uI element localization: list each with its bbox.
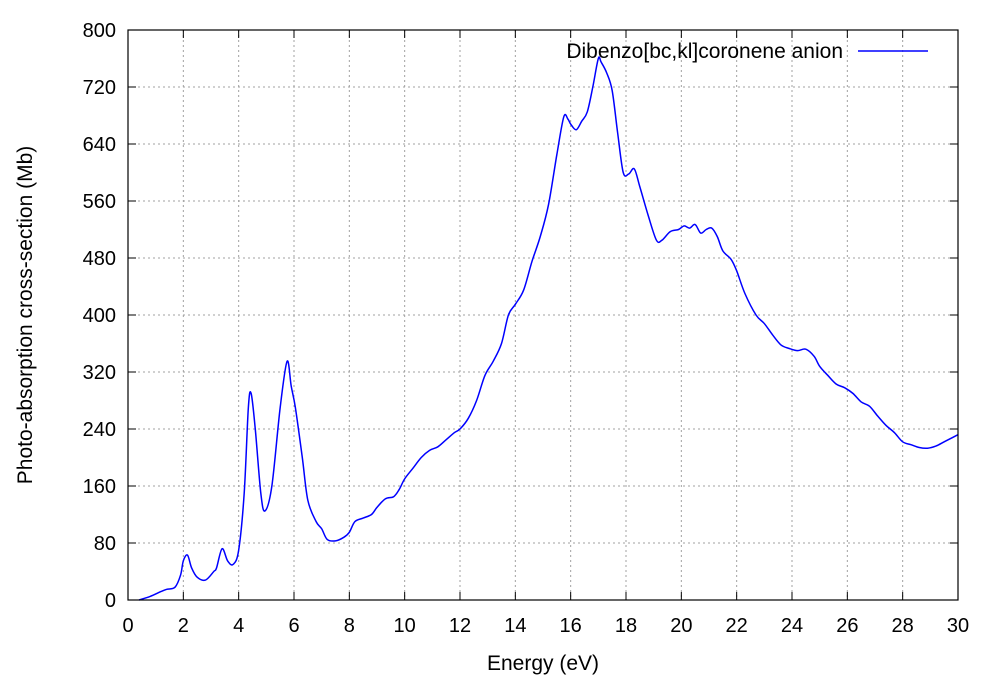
axis-ticks: [127, 29, 959, 601]
x-tick-label: 4: [233, 615, 244, 637]
x-tick-labels: 0 2 4 6 8 10 12 14 16 18 20 22 24 26 28 30: [122, 615, 969, 637]
y-tick-label: 0: [105, 590, 116, 612]
x-tick-label: 2: [178, 615, 189, 637]
x-tick-label: 18: [615, 615, 637, 637]
y-tick-label: 800: [83, 20, 116, 42]
series-line-0: [138, 56, 959, 601]
x-axis-label: Energy (eV): [487, 652, 599, 675]
y-tick-label: 720: [83, 77, 116, 99]
y-tick-label: 480: [83, 248, 116, 270]
x-tick-label: 0: [122, 615, 133, 637]
x-tick-label: 16: [560, 615, 582, 637]
legend-label-series-0: Dibenzo[bc,kl]coronene anion: [566, 40, 843, 63]
series-layer: [138, 56, 959, 601]
x-tick-label: 30: [947, 615, 969, 637]
x-tick-label: 6: [288, 615, 299, 637]
x-tick-label: 14: [504, 615, 526, 637]
y-tick-label: 240: [83, 419, 116, 441]
y-tick-label: 400: [83, 305, 116, 327]
x-tick-label: 8: [344, 615, 355, 637]
y-axis-label: Photo-absorption cross-section (Mb): [14, 146, 37, 484]
y-tick-label: 320: [83, 362, 116, 384]
x-tick-label: 22: [726, 615, 748, 637]
legend: Dibenzo[bc,kl]coronene anion: [566, 40, 928, 63]
grid-lines: [128, 30, 958, 600]
x-tick-label: 12: [449, 615, 471, 637]
y-tick-label: 160: [83, 476, 116, 498]
x-tick-label: 20: [670, 615, 692, 637]
x-tick-label: 26: [836, 615, 858, 637]
x-tick-label: 10: [394, 615, 416, 637]
y-tick-label: 80: [94, 533, 116, 555]
y-tick-labels: 0 80 160 240 320 400 480 560 640 720 800: [83, 20, 116, 612]
x-tick-label: 24: [781, 615, 803, 637]
x-tick-label: 28: [892, 615, 914, 637]
y-tick-label: 560: [83, 191, 116, 213]
y-tick-label: 640: [83, 134, 116, 156]
